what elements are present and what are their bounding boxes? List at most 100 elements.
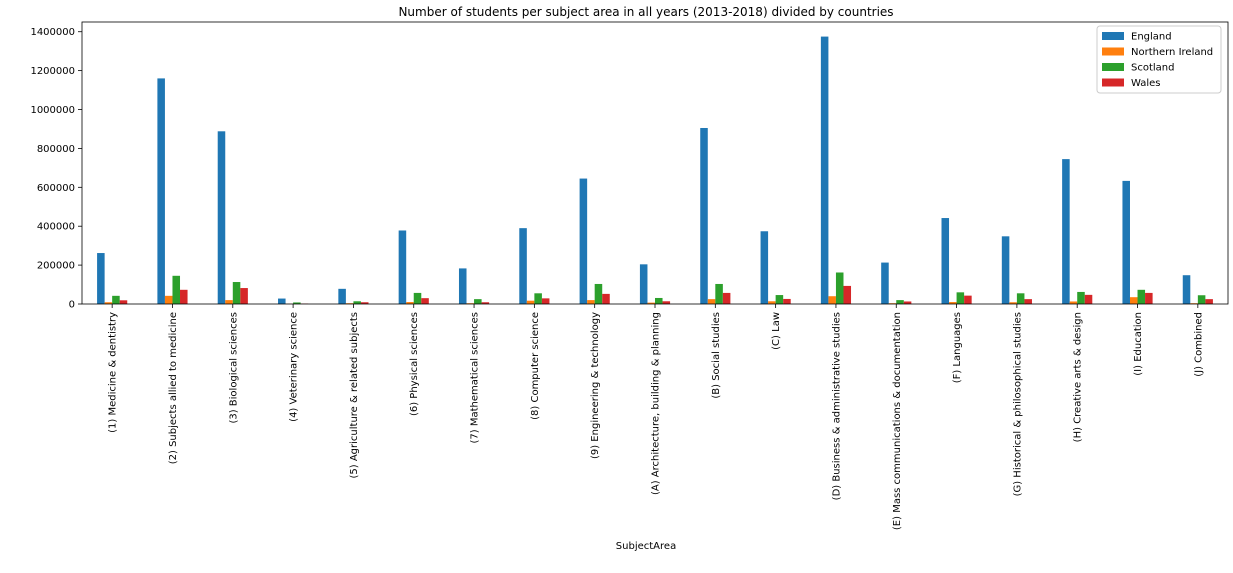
y-tick-label: 1200000	[30, 66, 75, 77]
bar-scotland	[413, 292, 422, 304]
y-tick-label: 400000	[37, 222, 75, 233]
plot-frame	[81, 21, 1229, 305]
bar-scotland	[715, 283, 723, 304]
x-tick-label: (5) Agriculture & related subjects	[349, 312, 360, 479]
y-tick-label: 800000	[37, 144, 75, 155]
bar-england	[820, 36, 829, 304]
bar-scotland	[896, 300, 904, 304]
bar-scotland	[956, 292, 965, 304]
bar-england	[700, 127, 708, 304]
bars	[97, 36, 1213, 305]
x-tick-label: (D) Business & administrative studies	[831, 312, 842, 500]
x-tick-label: (7) Mathematical sciences	[470, 312, 481, 444]
bar-scotland	[112, 295, 120, 304]
bar-england	[97, 253, 105, 304]
bar-england	[278, 298, 286, 304]
bar-england	[881, 262, 889, 304]
bar-england	[157, 78, 165, 305]
bar-wales	[843, 285, 852, 304]
bar-northern-ireland	[225, 300, 233, 304]
bar-england	[398, 230, 407, 304]
bar-northern-ireland	[164, 295, 173, 304]
x-axis-label: SubjectArea	[616, 541, 676, 552]
legend-entry: Scotland	[1131, 63, 1174, 74]
bar-england	[519, 228, 527, 304]
x-tick-label: (I) Education	[1133, 312, 1144, 376]
x-tick-label: (F) Languages	[952, 312, 963, 383]
bar-northern-ireland	[768, 301, 776, 304]
legend-entry: Wales	[1131, 78, 1161, 89]
bar-england	[579, 178, 588, 304]
bar-scotland	[474, 299, 482, 304]
bar-northern-ireland	[707, 299, 716, 304]
x-tick-label: (A) Architecture, building & planning	[651, 312, 662, 495]
bar-scotland	[353, 301, 361, 304]
bar-wales	[119, 300, 128, 304]
bar-northern-ireland	[104, 302, 113, 304]
bar-wales	[722, 292, 731, 304]
bar-northern-ireland	[949, 302, 957, 304]
bar-scotland	[1197, 295, 1206, 304]
bar-scotland	[293, 302, 301, 304]
x-tick-label: (8) Computer science	[530, 312, 541, 420]
bar-scotland	[594, 283, 603, 304]
bar-wales	[1145, 292, 1153, 304]
bar-wales	[541, 298, 550, 304]
bar-northern-ireland	[1069, 301, 1078, 304]
x-tick-label: (H) Creative arts & design	[1073, 312, 1084, 442]
bar-scotland	[232, 282, 241, 304]
bar-england	[639, 264, 648, 304]
x-tick-label: (4) Veterinary science	[289, 312, 300, 422]
bar-england	[217, 131, 226, 304]
bar-scotland	[655, 297, 663, 304]
chart-title: Number of students per subject area in a…	[398, 5, 893, 19]
bar-scotland	[1137, 289, 1146, 304]
bar-wales	[1084, 294, 1093, 304]
legend-swatch	[1102, 32, 1124, 40]
y-tick-label: 600000	[37, 183, 75, 194]
legend-swatch	[1102, 47, 1124, 56]
bar-wales	[662, 301, 671, 304]
legend-entry: Northern Ireland	[1131, 47, 1213, 58]
legend-swatch	[1102, 78, 1124, 87]
bar-wales	[481, 302, 490, 304]
y-tick-label: 200000	[37, 261, 75, 272]
bar-scotland	[835, 272, 844, 304]
bar-england	[1001, 236, 1010, 304]
bar-northern-ireland	[526, 300, 535, 304]
bar-england	[1122, 180, 1130, 304]
bar-england	[1062, 159, 1070, 304]
x-tick-label: (1) Medicine & dentistry	[108, 312, 119, 433]
bar-northern-ireland	[406, 302, 414, 304]
bar-northern-ireland	[1129, 297, 1138, 304]
x-tick-label: (E) Mass communications & documentation	[892, 312, 903, 530]
legend-swatch	[1102, 63, 1124, 71]
bar-wales	[1024, 299, 1032, 304]
x-tick-label: (6) Physical sciences	[409, 312, 420, 416]
bar-northern-ireland	[587, 300, 595, 304]
bar-wales	[421, 298, 429, 304]
bar-scotland	[172, 275, 181, 304]
bar-england	[760, 231, 769, 304]
x-tick-label: (C) Law	[771, 312, 782, 350]
y-tick-label: 0	[69, 300, 75, 311]
bar-england	[1182, 275, 1191, 304]
bar-wales	[180, 289, 188, 304]
bar-england	[338, 288, 346, 304]
bar-northern-ireland	[1009, 302, 1017, 304]
bar-scotland	[1077, 291, 1085, 304]
x-tick-label: (9) Engineering & technology	[590, 312, 601, 459]
x-tick-label: (G) Historical & philosophical studies	[1012, 312, 1023, 496]
bar-wales	[240, 288, 248, 304]
bar-wales	[783, 298, 791, 304]
legend-entry: England	[1131, 32, 1172, 43]
y-tick-label: 1400000	[30, 27, 75, 38]
bar-scotland	[1016, 293, 1025, 304]
bar-wales	[360, 302, 369, 304]
legend: England Northern Ireland Scotland Wales	[1096, 25, 1222, 94]
y-tick-label: 1000000	[30, 105, 75, 116]
bar-scotland	[775, 295, 784, 304]
bar-northern-ireland	[647, 302, 655, 304]
x-axis: (1) Medicine & dentistry (2) Subjects all…	[108, 304, 1204, 530]
